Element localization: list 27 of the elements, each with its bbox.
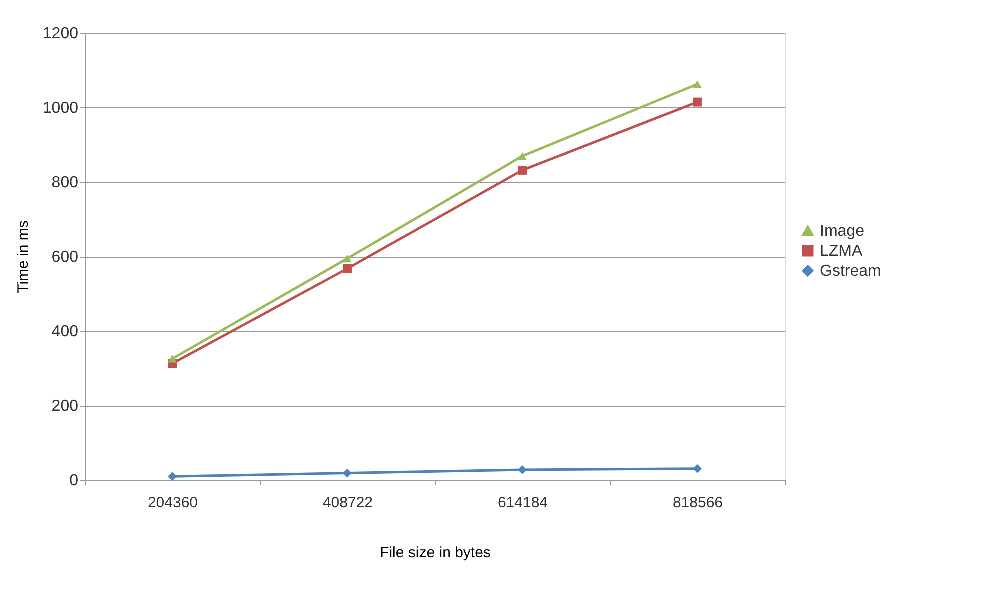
point: [693, 80, 702, 88]
x-tick-label: 614184: [498, 494, 548, 512]
y-tick-label: 1200: [42, 26, 79, 42]
point: [343, 468, 352, 478]
y-tick-label: 200: [52, 398, 79, 415]
point: [693, 98, 702, 107]
legend-label: Gstream: [820, 263, 882, 280]
y-axis-title: Time in ms: [14, 220, 32, 294]
y-tick-label: 0: [70, 472, 79, 490]
point: [518, 152, 527, 160]
x-tick-label: 204360: [148, 494, 198, 512]
point: [168, 472, 177, 482]
y-tick-label: 1000: [42, 100, 79, 117]
y-tick-label: 600: [52, 249, 79, 266]
point: [343, 264, 352, 274]
point: [518, 166, 527, 175]
legend-label: LZMA: [820, 243, 863, 260]
x-tick-label: 818566: [672, 494, 724, 512]
y-tick-label: 800: [52, 174, 79, 192]
point: [168, 355, 177, 363]
point: [343, 254, 352, 263]
y-tick-label: 400: [52, 324, 79, 340]
x-axis-title: File size in bytes: [380, 544, 491, 562]
x-tick-label: 408722: [322, 494, 374, 512]
point: [518, 465, 527, 474]
point: [693, 464, 702, 474]
legend-label: Image: [820, 223, 865, 240]
